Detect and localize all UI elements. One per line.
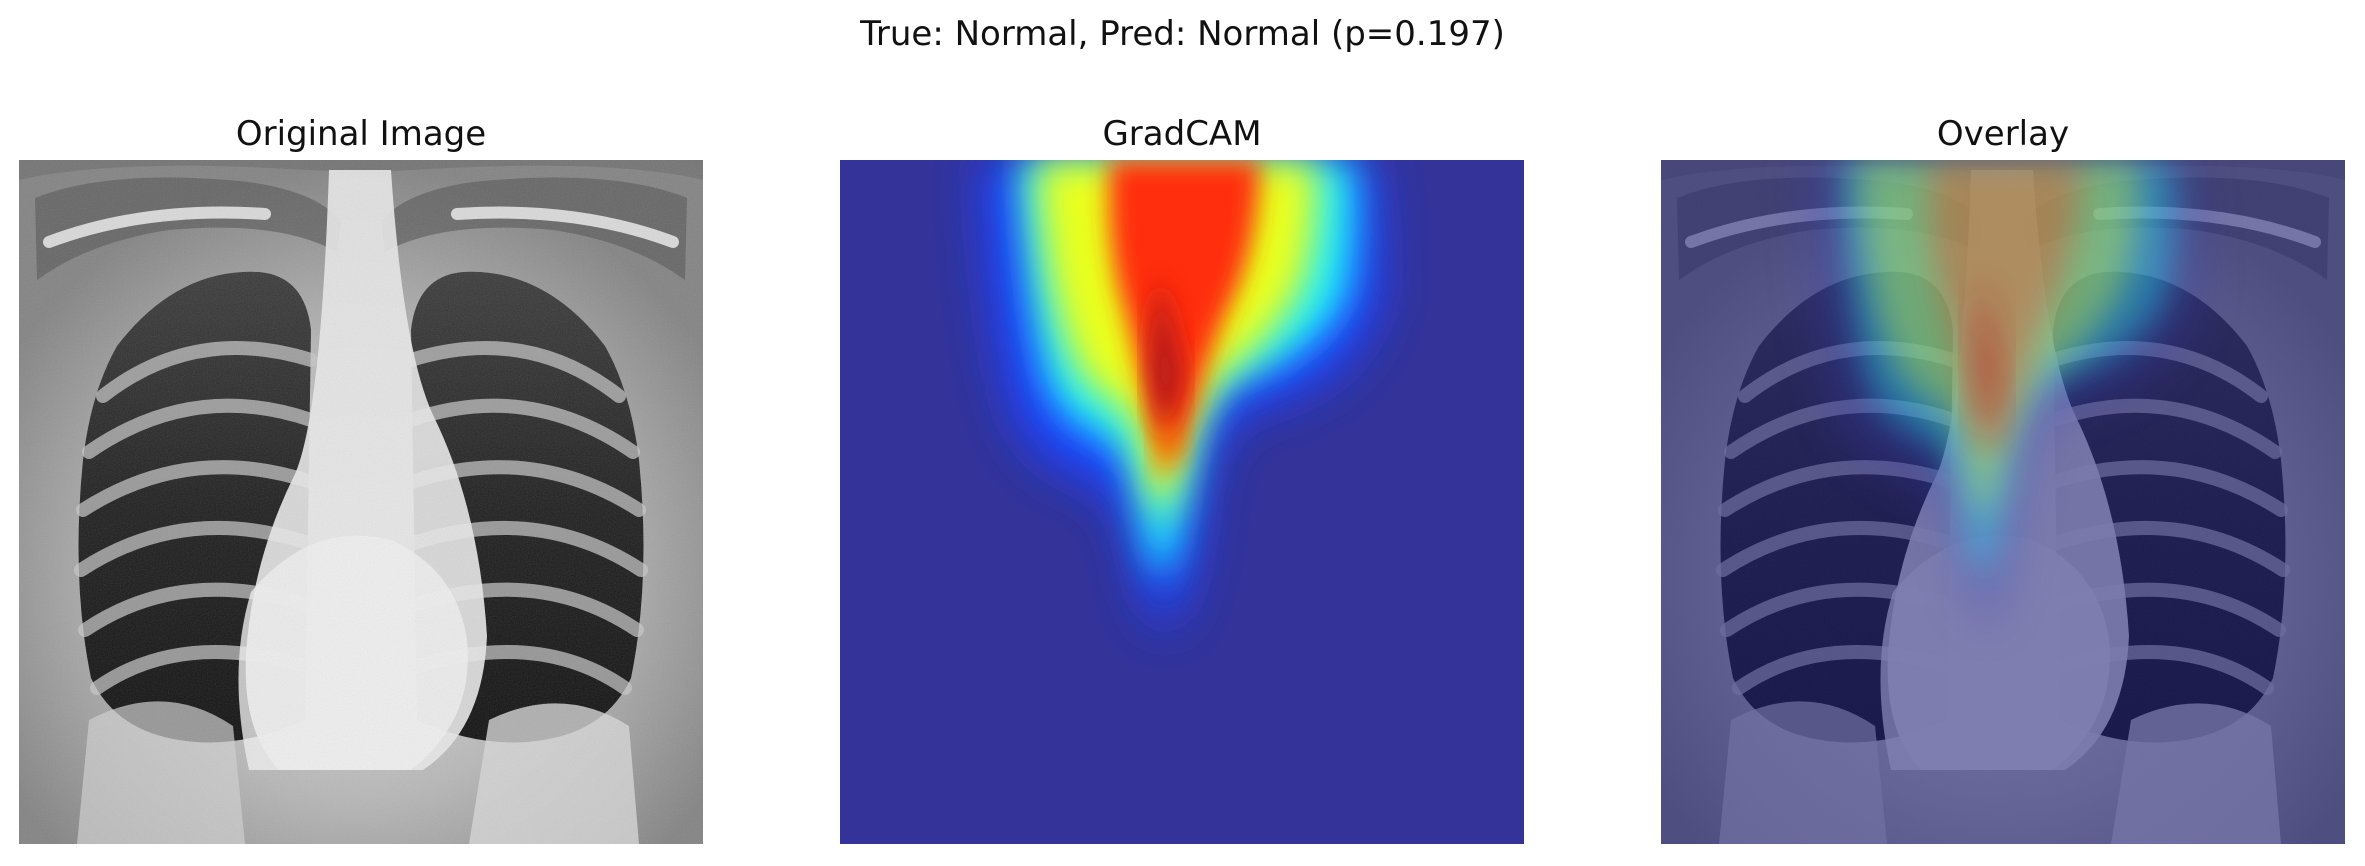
gradcam-title: GradCAM <box>1102 114 1262 154</box>
figure-suptitle: True: Normal, Pred: Normal (p=0.197) <box>860 14 1505 54</box>
chest-xray-image <box>19 160 703 844</box>
overlay-title: Overlay <box>1936 114 2070 154</box>
overlay-image <box>1661 160 2345 844</box>
original-xray-panel <box>19 160 703 844</box>
original-image-title: Original Image <box>235 114 487 154</box>
overlay-panel <box>1661 160 2345 844</box>
gradcam-panel <box>840 160 1524 844</box>
gradcam-heatmap <box>840 160 1524 844</box>
